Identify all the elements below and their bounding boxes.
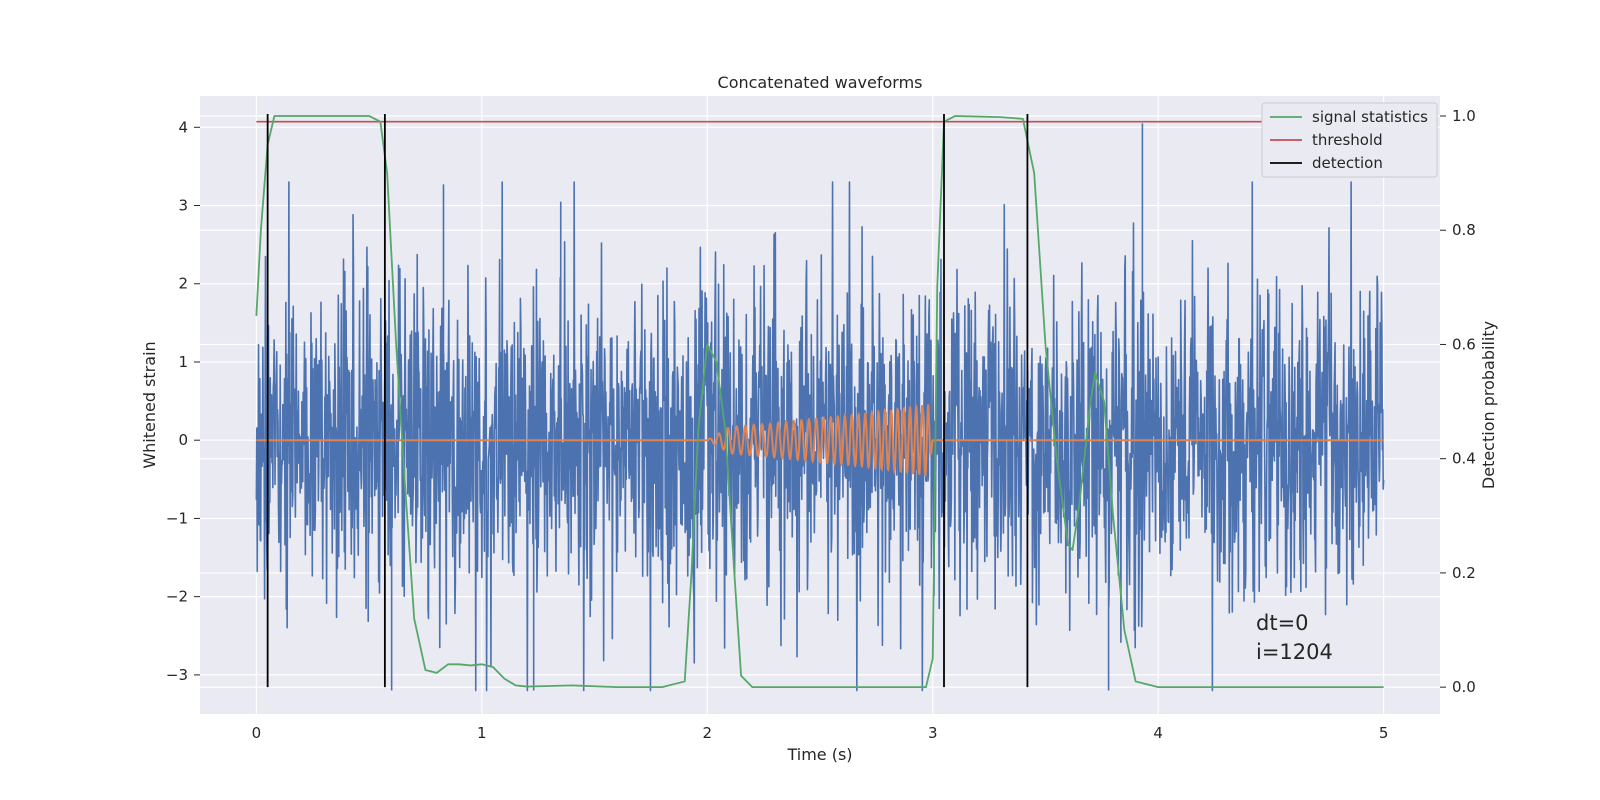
y-tick-label: 0 (178, 431, 188, 449)
legend: signal statistics threshold detection (1261, 102, 1438, 178)
y2-tick-label: 1.0 (1452, 107, 1476, 125)
legend-box (1261, 102, 1438, 178)
chart-title: Concatenated waveforms (718, 73, 923, 92)
y-tick-label: 2 (178, 275, 188, 293)
y-tick-label: 4 (178, 118, 188, 136)
x-axis-label: Time (s) (786, 745, 852, 764)
legend-label-signal-statistics: signal statistics (1312, 108, 1428, 126)
whitened-strain-series (255, 123, 1385, 692)
legend-label-threshold: threshold (1312, 131, 1383, 149)
y-axis-ticks: −3 −2 −1 0 1 2 3 4 (166, 118, 200, 684)
x-tick-label: 0 (252, 724, 262, 742)
y2-axis-ticks: 0.0 0.2 0.4 0.6 0.8 1.0 (1440, 107, 1476, 696)
y2-tick-label: 0.0 (1452, 678, 1476, 696)
signal-statistics-line (255, 115, 1384, 689)
y-tick-label: −1 (166, 509, 188, 527)
injected-signal-series (256, 403, 1384, 477)
y-axis-label: Whitened strain (140, 341, 159, 468)
signal-statistics-series (255, 115, 1384, 689)
whitened-strain-line (255, 123, 1385, 692)
y-tick-label: −3 (166, 666, 188, 684)
y-tick-label: 1 (178, 353, 188, 371)
y2-tick-label: 0.4 (1452, 450, 1476, 468)
x-tick-label: 4 (1153, 724, 1163, 742)
detection-lines (266, 113, 1029, 688)
y2-axis-label: Detection probability (1479, 321, 1498, 489)
x-tick-label: 1 (477, 724, 487, 742)
y2-tick-label: 0.2 (1452, 564, 1476, 582)
y-tick-label: 3 (178, 197, 188, 215)
x-tick-label: 2 (702, 724, 712, 742)
legend-label-detection: detection (1312, 154, 1383, 172)
x-tick-label: 3 (928, 724, 938, 742)
y-tick-label: −2 (166, 588, 188, 606)
y2-tick-label: 0.6 (1452, 335, 1476, 353)
y2-tick-label: 0.8 (1452, 221, 1476, 239)
annotation-dt: dt=0 (1256, 611, 1309, 635)
x-axis-ticks: 0 1 2 3 4 5 (252, 724, 1389, 742)
annotation-index: i=1204 (1256, 640, 1333, 664)
x-tick-label: 5 (1379, 724, 1389, 742)
injected-signal-line (256, 403, 1384, 477)
